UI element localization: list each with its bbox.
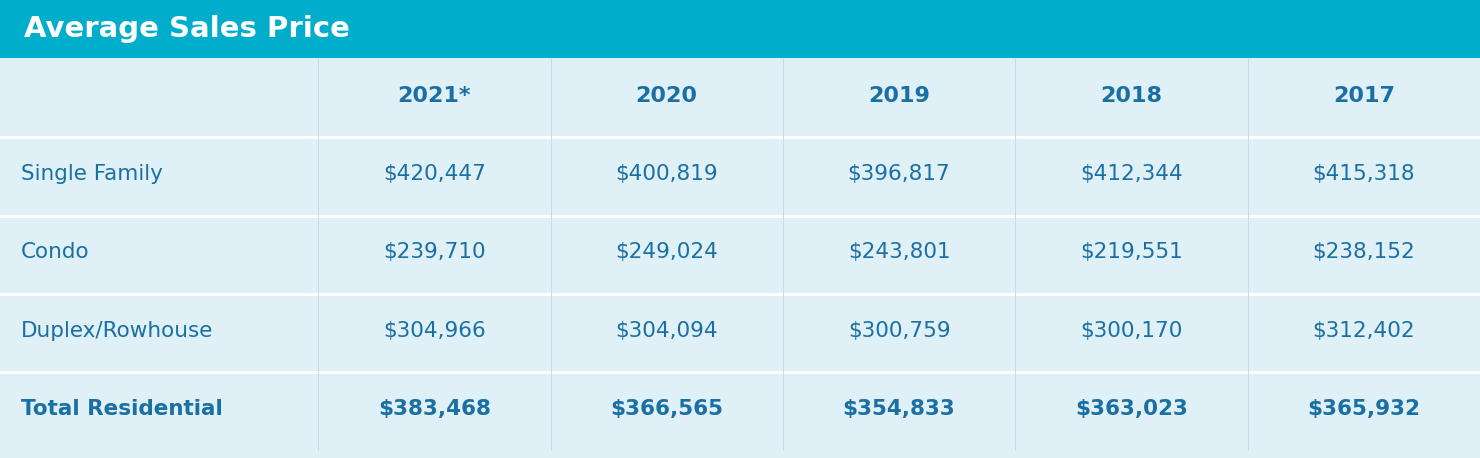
Text: Average Sales Price: Average Sales Price — [24, 15, 349, 43]
Text: Single Family: Single Family — [21, 164, 163, 184]
Text: $363,023: $363,023 — [1074, 399, 1188, 419]
Text: $412,344: $412,344 — [1080, 164, 1183, 184]
Text: $383,468: $383,468 — [377, 399, 491, 419]
Text: $300,759: $300,759 — [848, 321, 950, 341]
Text: $238,152: $238,152 — [1313, 242, 1415, 262]
Text: 2017: 2017 — [1333, 86, 1394, 106]
Text: $396,817: $396,817 — [848, 164, 950, 184]
Text: 2021*: 2021* — [398, 86, 471, 106]
Text: $219,551: $219,551 — [1080, 242, 1183, 262]
Text: $249,024: $249,024 — [616, 242, 718, 262]
Text: $312,402: $312,402 — [1313, 321, 1415, 341]
Text: Total Residential: Total Residential — [21, 399, 222, 419]
Text: $366,565: $366,565 — [610, 399, 724, 419]
Text: $239,710: $239,710 — [383, 242, 485, 262]
Text: $420,447: $420,447 — [383, 164, 485, 184]
Text: $300,170: $300,170 — [1080, 321, 1183, 341]
Text: $243,801: $243,801 — [848, 242, 950, 262]
Text: 2018: 2018 — [1101, 86, 1162, 106]
Text: $415,318: $415,318 — [1313, 164, 1415, 184]
Text: $400,819: $400,819 — [616, 164, 718, 184]
Text: $365,932: $365,932 — [1307, 399, 1421, 419]
Text: $354,833: $354,833 — [842, 399, 956, 419]
Text: $304,966: $304,966 — [383, 321, 485, 341]
Text: 2019: 2019 — [869, 86, 929, 106]
Text: Condo: Condo — [21, 242, 89, 262]
Text: Duplex/Rowhouse: Duplex/Rowhouse — [21, 321, 213, 341]
Text: 2020: 2020 — [636, 86, 697, 106]
Text: $304,094: $304,094 — [616, 321, 718, 341]
